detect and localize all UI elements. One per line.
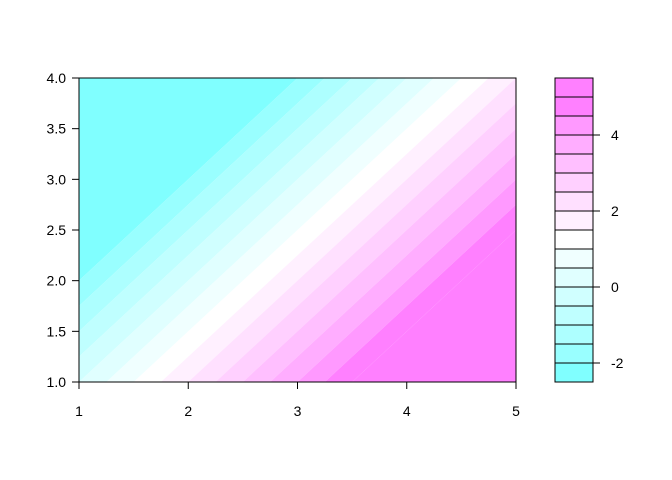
colorbar-swatch: [554, 324, 594, 345]
y-tick-label: 1.5: [47, 323, 67, 339]
y-tick-label: 4.0: [47, 70, 67, 86]
colorbar-swatch: [554, 172, 594, 193]
y-tick-label: 3.5: [47, 121, 67, 137]
colorbar-swatch: [554, 210, 594, 231]
y-axis: 1.0 1.5 2.0 2.5 3.0 3.5 4.0: [47, 70, 80, 390]
colorbar-swatch: [554, 77, 594, 98]
colorbar-swatch: [554, 343, 594, 364]
colorbar: [554, 77, 594, 383]
colorbar-swatch: [554, 305, 594, 326]
colorbar-swatch: [554, 248, 594, 269]
colorbar-swatch: [554, 229, 594, 250]
colorbar-tick-label: -2: [611, 355, 624, 371]
colorbar-axis: -2 0 2 4: [592, 127, 624, 371]
x-tick-label: 4: [403, 403, 411, 419]
colorbar-tick-label: 0: [611, 279, 619, 295]
colorbar-swatch: [554, 191, 594, 212]
colorbar-swatch: [554, 134, 594, 155]
y-tick-label: 3.0: [47, 171, 67, 187]
colorbar-swatch: [554, 153, 594, 174]
x-tick-label: 5: [512, 403, 520, 419]
colorbar-tick-label: 4: [611, 127, 619, 143]
colorbar-swatch: [554, 286, 594, 307]
y-tick-label: 2.5: [47, 222, 67, 238]
colorbar-tick-label: 2: [611, 203, 619, 219]
colorbar-swatch: [554, 267, 594, 288]
x-tick-label: 2: [184, 403, 192, 419]
colorbar-swatch: [554, 362, 594, 383]
y-tick-label: 2.0: [47, 273, 67, 289]
colorbar-swatch: [554, 96, 594, 117]
y-tick-label: 1.0: [47, 374, 67, 390]
colorbar-swatch: [554, 115, 594, 136]
contour-band: [352, 229, 516, 382]
x-axis: 1 2 3 4 5: [75, 381, 520, 419]
x-tick-label: 3: [294, 403, 302, 419]
x-tick-label: 1: [75, 403, 83, 419]
